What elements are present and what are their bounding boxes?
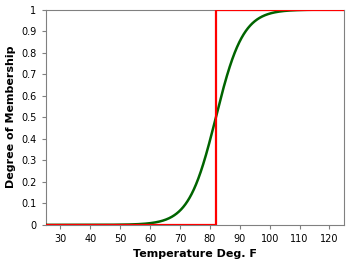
Y-axis label: Degree of Membership: Degree of Membership	[6, 46, 15, 188]
X-axis label: Temperature Deg. F: Temperature Deg. F	[133, 249, 257, 259]
